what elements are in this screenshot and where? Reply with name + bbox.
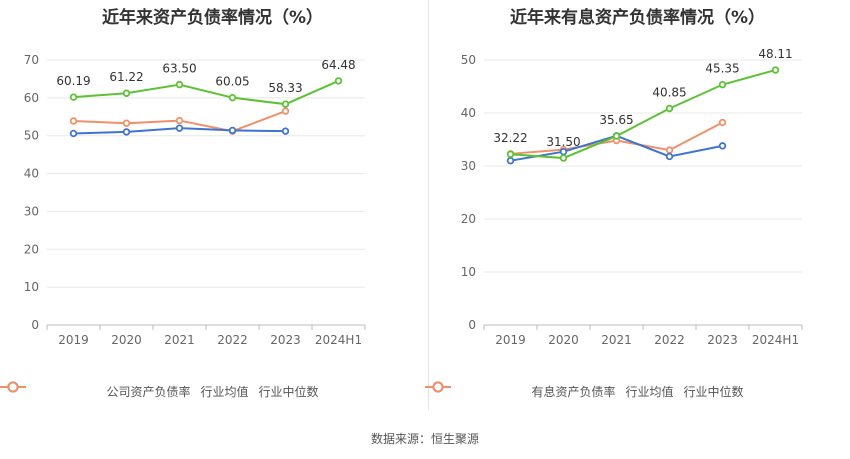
x-tick-label: 2021 bbox=[601, 333, 632, 347]
data-point bbox=[506, 150, 515, 158]
y-tick-label: 40 bbox=[24, 167, 39, 181]
y-tick-label: 0 bbox=[468, 318, 476, 332]
chart-title: 近年来有息资产负债率情况（%） bbox=[509, 8, 766, 28]
data-label: 35.65 bbox=[599, 113, 633, 127]
x-tick-label: 2024H1 bbox=[752, 333, 799, 347]
x-tick-label: 2023 bbox=[270, 333, 301, 347]
y-tick-label: 30 bbox=[461, 159, 476, 173]
data-label: 58.33 bbox=[268, 81, 302, 95]
legend-label: 行业中位数 bbox=[683, 384, 744, 399]
data-point bbox=[69, 93, 78, 101]
data-point bbox=[506, 156, 515, 165]
data-label: 45.35 bbox=[705, 62, 739, 76]
chart-legend: 公司资产负债率 行业均值 行业中位数 bbox=[0, 381, 425, 401]
data-point bbox=[175, 124, 184, 132]
legend-item[interactable]: 有息资产负债率 bbox=[425, 381, 616, 400]
y-tick-label: 20 bbox=[461, 212, 476, 226]
legend-item[interactable]: 行业中位数 bbox=[425, 381, 744, 400]
data-point bbox=[559, 147, 568, 156]
data-point bbox=[559, 154, 568, 162]
legend-label: 公司资产负债率 bbox=[106, 384, 191, 399]
y-tick-label: 60 bbox=[24, 91, 39, 105]
legend-swatch-icon bbox=[0, 381, 26, 393]
data-label: 31.50 bbox=[546, 135, 580, 149]
x-tick-label: 2024H1 bbox=[315, 333, 362, 347]
data-point bbox=[69, 117, 78, 125]
y-tick-label: 50 bbox=[24, 129, 39, 143]
data-point bbox=[122, 128, 131, 136]
data-point bbox=[665, 104, 674, 113]
legend-swatch-icon bbox=[425, 381, 451, 393]
x-tick-label: 2020 bbox=[111, 333, 142, 347]
data-point bbox=[175, 116, 184, 125]
data-label: 63.50 bbox=[162, 62, 196, 76]
data-point bbox=[771, 66, 780, 74]
data-point bbox=[334, 77, 343, 85]
chart-panel-left: 近年来资产负债率情况（%） 0 10 20 30 40 50 60 70 2019 2020 202… bbox=[0, 0, 425, 405]
legend-label: 行业均值 bbox=[625, 384, 674, 399]
legend-label: 行业中位数 bbox=[258, 384, 319, 399]
data-label: 60.05 bbox=[215, 75, 249, 89]
data-point bbox=[665, 146, 674, 154]
data-point bbox=[718, 118, 727, 127]
legend-item[interactable]: 公司资产负债率 bbox=[0, 381, 191, 400]
x-tick-label: 2022 bbox=[654, 333, 685, 347]
y-tick-label: 30 bbox=[24, 204, 39, 218]
legend-swatch-marker bbox=[432, 381, 444, 393]
line-chart-interest-debt-ratio: 0 10 20 30 40 50 2019 2020 2021 2022 2023 2024H1 32.… bbox=[461, 47, 803, 347]
data-point bbox=[612, 132, 621, 140]
series-line bbox=[73, 79, 339, 106]
series-line bbox=[510, 69, 776, 160]
data-point bbox=[175, 80, 184, 89]
line-chart-debt-ratio: 0 10 20 30 40 50 60 70 2019 2020 2021 2022 2023 2024H… bbox=[24, 53, 366, 347]
x-tick-label: 2020 bbox=[548, 333, 579, 347]
data-point bbox=[69, 129, 78, 138]
chart-title: 近年来资产负债率情况（%） bbox=[101, 8, 324, 28]
chart-legend: 有息资产负债率 行业均值 行业中位数 bbox=[425, 381, 850, 401]
data-label: 61.22 bbox=[109, 70, 143, 84]
data-label: 32.22 bbox=[493, 131, 527, 145]
legend-item[interactable]: 行业中位数 bbox=[0, 381, 319, 400]
legend-swatch-marker bbox=[7, 381, 19, 393]
y-tick-label: 50 bbox=[461, 53, 476, 67]
x-tick-label: 2019 bbox=[58, 333, 89, 347]
legend-item[interactable]: 行业均值 bbox=[425, 381, 674, 400]
y-tick-label: 20 bbox=[24, 242, 39, 256]
data-label: 64.48 bbox=[321, 58, 355, 72]
data-point bbox=[281, 107, 290, 115]
data-point bbox=[122, 89, 131, 97]
data-point bbox=[718, 142, 727, 150]
x-tick-label: 2021 bbox=[164, 333, 195, 347]
legend-label: 行业均值 bbox=[200, 384, 249, 399]
data-label: 60.19 bbox=[56, 74, 90, 88]
data-point bbox=[122, 119, 131, 127]
y-tick-label: 0 bbox=[31, 318, 39, 332]
data-source-note: 数据来源：恒生聚源 bbox=[370, 432, 479, 446]
data-point bbox=[228, 93, 237, 102]
legend-item[interactable]: 行业均值 bbox=[0, 381, 249, 400]
y-tick-label: 10 bbox=[24, 280, 39, 294]
data-point bbox=[281, 127, 290, 135]
x-tick-label: 2023 bbox=[707, 333, 738, 347]
data-point bbox=[718, 80, 727, 89]
y-tick-label: 70 bbox=[24, 53, 39, 67]
chart-panel-right: 近年来有息资产负债率情况（%） 0 10 20 30 40 50 2019 2020 2021 2… bbox=[425, 0, 850, 405]
panel-divider bbox=[428, 0, 429, 410]
data-label: 40.85 bbox=[652, 85, 686, 99]
data-point bbox=[665, 152, 674, 161]
x-tick-label: 2022 bbox=[217, 333, 248, 347]
legend-label: 有息资产负债率 bbox=[531, 384, 616, 399]
y-tick-label: 40 bbox=[461, 106, 476, 120]
x-tick-label: 2019 bbox=[495, 333, 526, 347]
data-label: 48.11 bbox=[758, 47, 792, 61]
y-tick-label: 10 bbox=[461, 265, 476, 279]
data-point bbox=[228, 126, 237, 135]
data-point bbox=[281, 100, 290, 108]
